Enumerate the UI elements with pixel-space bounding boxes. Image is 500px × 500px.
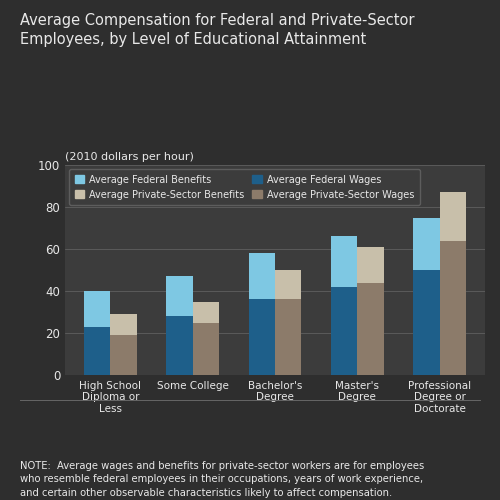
- Bar: [84, 291, 110, 326]
- Bar: [248, 253, 275, 300]
- Bar: [413, 218, 440, 270]
- Bar: [331, 236, 357, 287]
- Bar: [248, 300, 275, 375]
- Text: (2010 dollars per hour): (2010 dollars per hour): [65, 152, 194, 162]
- Legend: Average Federal Benefits, Average Private-Sector Benefits, Average Federal Wages: Average Federal Benefits, Average Privat…: [69, 169, 420, 205]
- Bar: [166, 316, 192, 375]
- Bar: [84, 326, 110, 375]
- Bar: [358, 247, 384, 282]
- Bar: [192, 322, 219, 375]
- Bar: [358, 282, 384, 375]
- Bar: [110, 314, 137, 335]
- Bar: [440, 240, 466, 375]
- Bar: [440, 192, 466, 240]
- Bar: [110, 335, 137, 375]
- Bar: [192, 302, 219, 322]
- Text: Average Compensation for Federal and Private-Sector
Employees, by Level of Educa: Average Compensation for Federal and Pri…: [20, 12, 414, 48]
- Text: NOTE:  Average wages and benefits for private-sector workers are for employees
w: NOTE: Average wages and benefits for pri…: [20, 461, 424, 498]
- Bar: [331, 287, 357, 375]
- Bar: [275, 300, 301, 375]
- Bar: [166, 276, 192, 316]
- Bar: [275, 270, 301, 300]
- Bar: [413, 270, 440, 375]
